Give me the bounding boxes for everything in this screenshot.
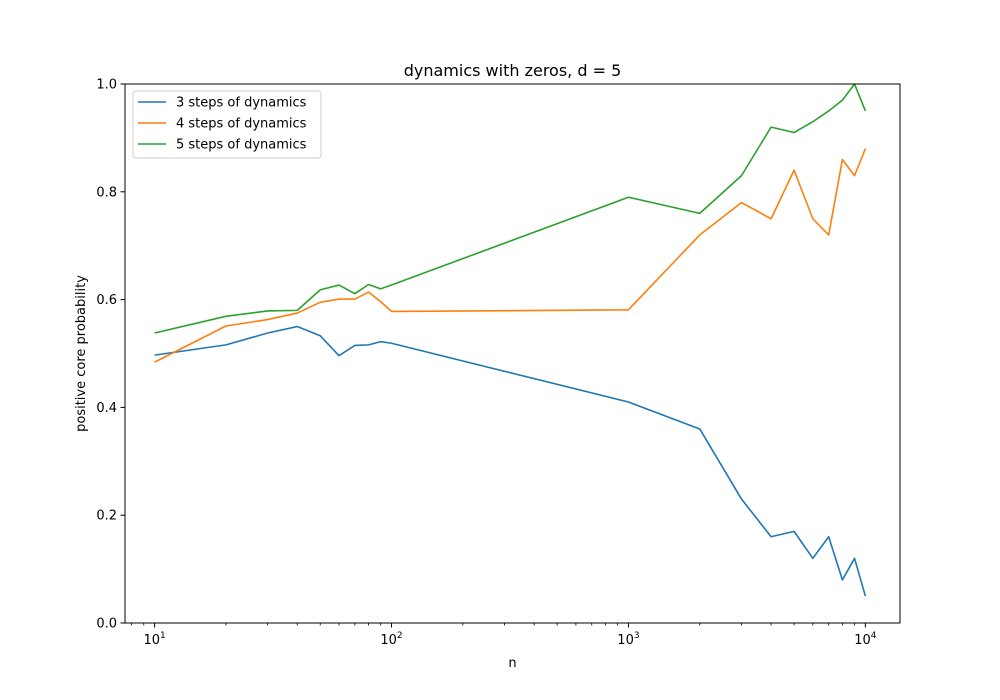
legend: 3 steps of dynamics 4 steps of dynamics 5 … <box>132 90 322 159</box>
series-line-3 <box>154 83 867 334</box>
x-tick-label: 104 <box>854 631 877 648</box>
y-tick-label: 0.4 <box>96 401 117 416</box>
legend-label: 5 steps of dynamics <box>176 138 307 153</box>
series-line-1 <box>154 325 867 597</box>
y-tick-label: 0.2 <box>96 509 117 524</box>
y-tick-label: 0.8 <box>96 185 117 200</box>
y-axis-ticks: 0.0 0.2 0.4 0.6 0.8 1.0 <box>96 78 125 632</box>
legend-label: 3 steps of dynamics <box>176 96 307 111</box>
legend-label: 4 steps of dynamics <box>176 117 307 132</box>
x-axis-label: n <box>508 656 516 671</box>
y-tick-label: 0.0 <box>96 617 117 632</box>
y-tick-label: 1.0 <box>96 78 117 93</box>
plot-area <box>125 84 900 623</box>
series-layer <box>154 83 867 597</box>
y-axis-label: positive core probability <box>74 275 89 432</box>
x-tick-label: 101 <box>143 631 165 648</box>
chart-title: dynamics with zeros, d = 5 <box>404 61 622 80</box>
x-axis-ticks: 101 102 103 104 <box>131 623 877 648</box>
legend-box <box>132 90 322 159</box>
x-tick-label: 103 <box>617 631 639 648</box>
series-line-2 <box>154 148 867 363</box>
plot-frame <box>124 83 901 624</box>
x-tick-label: 102 <box>380 631 402 648</box>
y-tick-label: 0.6 <box>96 293 117 308</box>
